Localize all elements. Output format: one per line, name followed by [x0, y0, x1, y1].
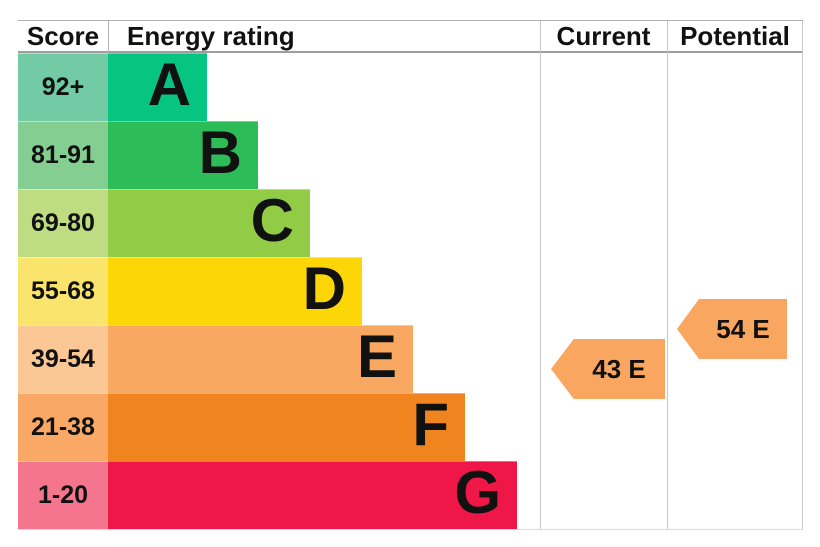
header-potential: Potential [680, 21, 790, 51]
band-bar-g: G [108, 461, 517, 529]
band-bar-a: A [108, 53, 207, 121]
current-rating-arrow: 43 E [551, 339, 665, 399]
header-score-divider [108, 21, 109, 53]
band-score-range: 55-68 [18, 257, 108, 325]
band-score-range: 21-38 [18, 393, 108, 461]
band-row: 55-68 D [18, 257, 540, 325]
band-row: 39-54 E [18, 325, 540, 393]
band-bar-d: D [108, 257, 362, 325]
header-energy-rating: Energy rating [127, 21, 295, 51]
band-bar-b: B [108, 121, 258, 189]
header-score: Score [26, 21, 100, 51]
band-score-range: 81-91 [18, 121, 108, 189]
band-bar-f: F [108, 393, 465, 461]
band-bar-c: C [108, 189, 310, 257]
band-score-range: 39-54 [18, 325, 108, 393]
potential-rating-arrow: 54 E [677, 299, 787, 359]
band-row: 21-38 F [18, 393, 540, 461]
table-header-row: Score Energy rating Current Potential [18, 21, 803, 53]
table-right-border [802, 21, 803, 529]
band-score-range: 69-80 [18, 189, 108, 257]
band-rows: 92+ A 81-91 B 69-80 C 55-68 D 39-54 E 21… [18, 53, 540, 529]
header-current: Current [556, 21, 651, 51]
epc-table: Score Energy rating Current Potential 92… [18, 20, 803, 530]
band-score-range: 92+ [18, 53, 108, 121]
band-row: 69-80 C [18, 189, 540, 257]
band-row: 92+ A [18, 53, 540, 121]
current-column-divider [540, 21, 541, 529]
potential-column-divider [667, 21, 668, 529]
band-row: 81-91 B [18, 121, 540, 189]
band-score-range: 1-20 [18, 461, 108, 529]
band-bar-e: E [108, 325, 413, 393]
band-row: 1-20 G [18, 461, 540, 529]
